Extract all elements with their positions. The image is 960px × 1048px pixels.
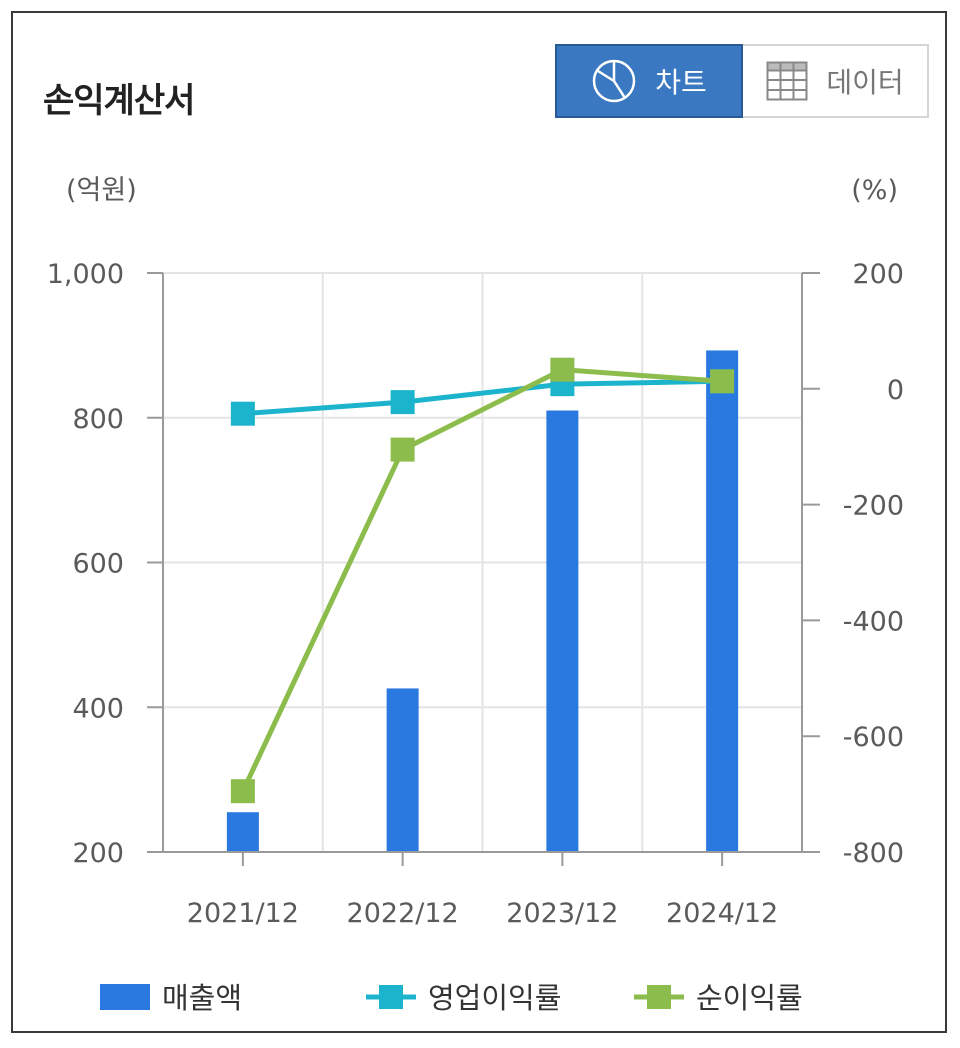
table-grid-icon [766,61,808,101]
chart-view-label: 차트 [655,66,707,99]
data-view-button[interactable]: 데이터 [743,44,929,118]
page-title: 손익계산서 [43,81,195,121]
pie-chart-icon [592,59,636,103]
income-statement-card: 손익계산서 [11,11,947,1033]
chart-view-button[interactable]: 차트 [555,44,743,118]
data-view-label: 데이터 [826,66,904,99]
view-toggle: 차트 데이터 [555,44,929,118]
